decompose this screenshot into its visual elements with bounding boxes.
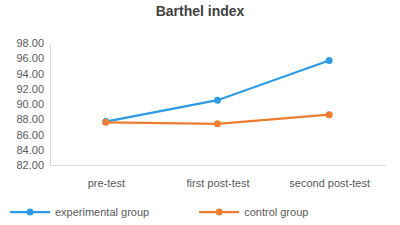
legend-label: experimental group — [55, 206, 149, 218]
x-tick: second post-test — [289, 165, 370, 189]
title: Barthel index — [156, 3, 245, 19]
series-marker — [214, 120, 221, 127]
legend-marker — [27, 209, 34, 216]
y-tick: 92.00 — [16, 83, 50, 95]
x-tick-label: pre-test — [88, 177, 125, 189]
legend: experimental group control group — [10, 206, 308, 218]
x-tick: first post-test — [187, 165, 250, 189]
series-line — [106, 61, 329, 122]
y-tick: 86.00 — [16, 129, 50, 141]
x-axis-line — [51, 165, 386, 166]
y-tick-label: 88.00 — [16, 113, 44, 125]
legend-item: experimental group — [10, 206, 149, 218]
series-marker — [326, 57, 333, 64]
series-marker — [214, 97, 221, 104]
x-axis: pre-test first post-test second post-test — [51, 165, 386, 189]
plot-area — [102, 57, 332, 127]
y-tick-label: 86.00 — [16, 129, 44, 141]
y-tick-label: 90.00 — [16, 98, 44, 110]
y-tick: 88.00 — [16, 113, 50, 125]
y-tick: 84.00 — [16, 144, 50, 156]
y-axis-line — [50, 44, 51, 166]
x-tick-label: first post-test — [187, 177, 250, 189]
y-tick: 82.00 — [16, 159, 50, 171]
series-marker — [102, 119, 109, 126]
legend-marker — [216, 209, 223, 216]
legend-label: control group — [244, 206, 308, 218]
series-marker — [102, 118, 109, 125]
y-tick-label: 92.00 — [16, 83, 44, 95]
x-tick-label: second post-test — [289, 177, 370, 189]
series-marker — [326, 111, 333, 118]
y-tick: 96.00 — [16, 52, 50, 64]
y-tick: 98.00 — [16, 37, 50, 49]
y-axis: 82.00 84.00 86.00 88.00 90.00 92.00 94.00 96.00… — [16, 37, 50, 171]
y-tick-label: 94.00 — [16, 68, 44, 80]
y-tick: 90.00 — [16, 98, 50, 110]
y-tick-label: 96.00 — [16, 52, 44, 64]
y-tick-label: 98.00 — [16, 37, 44, 49]
y-tick: 94.00 — [16, 68, 50, 80]
y-tick-label: 82.00 — [16, 159, 44, 171]
x-tick: pre-test — [88, 165, 125, 189]
chart: Barthel index 82.00 84.00 86.00 88.00 90.00 92… — [0, 0, 400, 225]
legend-item: control group — [199, 206, 308, 218]
y-tick-label: 84.00 — [16, 144, 44, 156]
